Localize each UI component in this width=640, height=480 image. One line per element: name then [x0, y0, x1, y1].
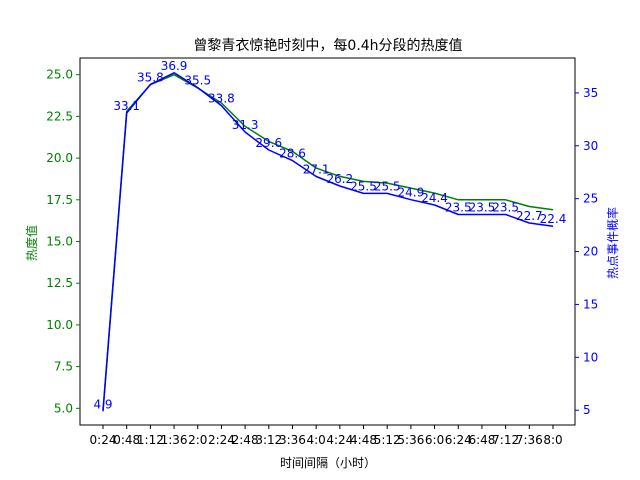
data-label: 35.5	[184, 74, 211, 88]
data-label: 31.3	[232, 118, 259, 132]
data-label: 33.1	[113, 99, 140, 113]
right-y-tick-label: 35	[583, 86, 598, 100]
x-tick-label: 5:12	[374, 433, 401, 447]
data-label: 25.5	[350, 179, 377, 193]
right-y-tick-label: 5	[583, 403, 591, 417]
data-label: 22.4	[540, 212, 567, 226]
data-label: 29.6	[255, 136, 282, 150]
x-tick-label: 1:12	[137, 433, 164, 447]
x-tick-label: 2:0	[188, 433, 207, 447]
data-label: 36.9	[161, 59, 188, 73]
x-tick-label: 2:48	[232, 433, 259, 447]
x-tick-label: 2:24	[208, 433, 235, 447]
x-tick-label: 4:0	[307, 433, 326, 447]
x-tick-label: 1:36	[161, 433, 188, 447]
chart-title: 曾黎青衣惊艳时刻中，每0.4h分段的热度值	[193, 38, 462, 54]
data-label: 26.2	[326, 172, 353, 186]
left-y-axis-label: 热度值	[24, 225, 39, 261]
x-tick-label: 0:48	[113, 433, 140, 447]
data-label: 27.1	[303, 162, 330, 176]
left-y-tick-label: 7.5	[54, 360, 73, 374]
x-tick-label: 8:0	[543, 433, 562, 447]
right-y-tick-label: 25	[583, 192, 598, 206]
data-label: 35.8	[137, 70, 164, 84]
x-tick-label: 3:36	[279, 433, 306, 447]
hotspot-probability-line	[102, 72, 554, 412]
data-label: 4.9	[93, 397, 112, 411]
data-label: 23.5	[492, 201, 519, 215]
left-y-tick-label: 5.0	[54, 401, 73, 415]
right-y-tick-label: 20	[583, 245, 598, 259]
data-label: 24.4	[421, 191, 448, 205]
x-tick-label: 3:12	[255, 433, 282, 447]
data-label: 28.6	[279, 147, 306, 161]
right-y-tick-label: 15	[583, 297, 598, 311]
right-y-tick-label: 30	[583, 139, 598, 153]
data-label: 23.5	[445, 201, 472, 215]
x-tick-label: 6:48	[468, 433, 495, 447]
x-tick-label: 7:12	[492, 433, 519, 447]
x-tick-label: 6:0	[425, 433, 444, 447]
data-label: 25.5	[374, 179, 401, 193]
left-y-tick-label: 12.5	[46, 276, 73, 290]
x-tick-label: 6:24	[445, 433, 472, 447]
left-y-tick-label: 22.5	[46, 109, 73, 123]
left-y-tick-label: 10.0	[46, 318, 73, 332]
data-label: 22.7	[516, 209, 543, 223]
data-label: 24.9	[398, 186, 425, 200]
x-tick-label: 4:24	[326, 433, 353, 447]
left-y-tick-label: 17.5	[46, 193, 73, 207]
x-tick-label: 5:36	[397, 433, 424, 447]
data-label: 33.8	[208, 92, 235, 106]
right-y-axis-label: 热点事件概率	[605, 207, 620, 279]
left-y-tick-label: 25.0	[46, 68, 73, 82]
left-y-tick-label: 15.0	[46, 235, 73, 249]
left-y-tick-label: 20.0	[46, 151, 73, 165]
right-y-tick-label: 10	[583, 350, 598, 364]
heat-value-line	[102, 73, 554, 411]
x-tick-label: 0:24	[90, 433, 117, 447]
x-tick-label: 4:48	[350, 433, 377, 447]
x-axis-label: 时间间隔（小时）	[280, 456, 376, 470]
data-label: 23.5	[469, 201, 496, 215]
x-tick-label: 7:36	[516, 433, 543, 447]
